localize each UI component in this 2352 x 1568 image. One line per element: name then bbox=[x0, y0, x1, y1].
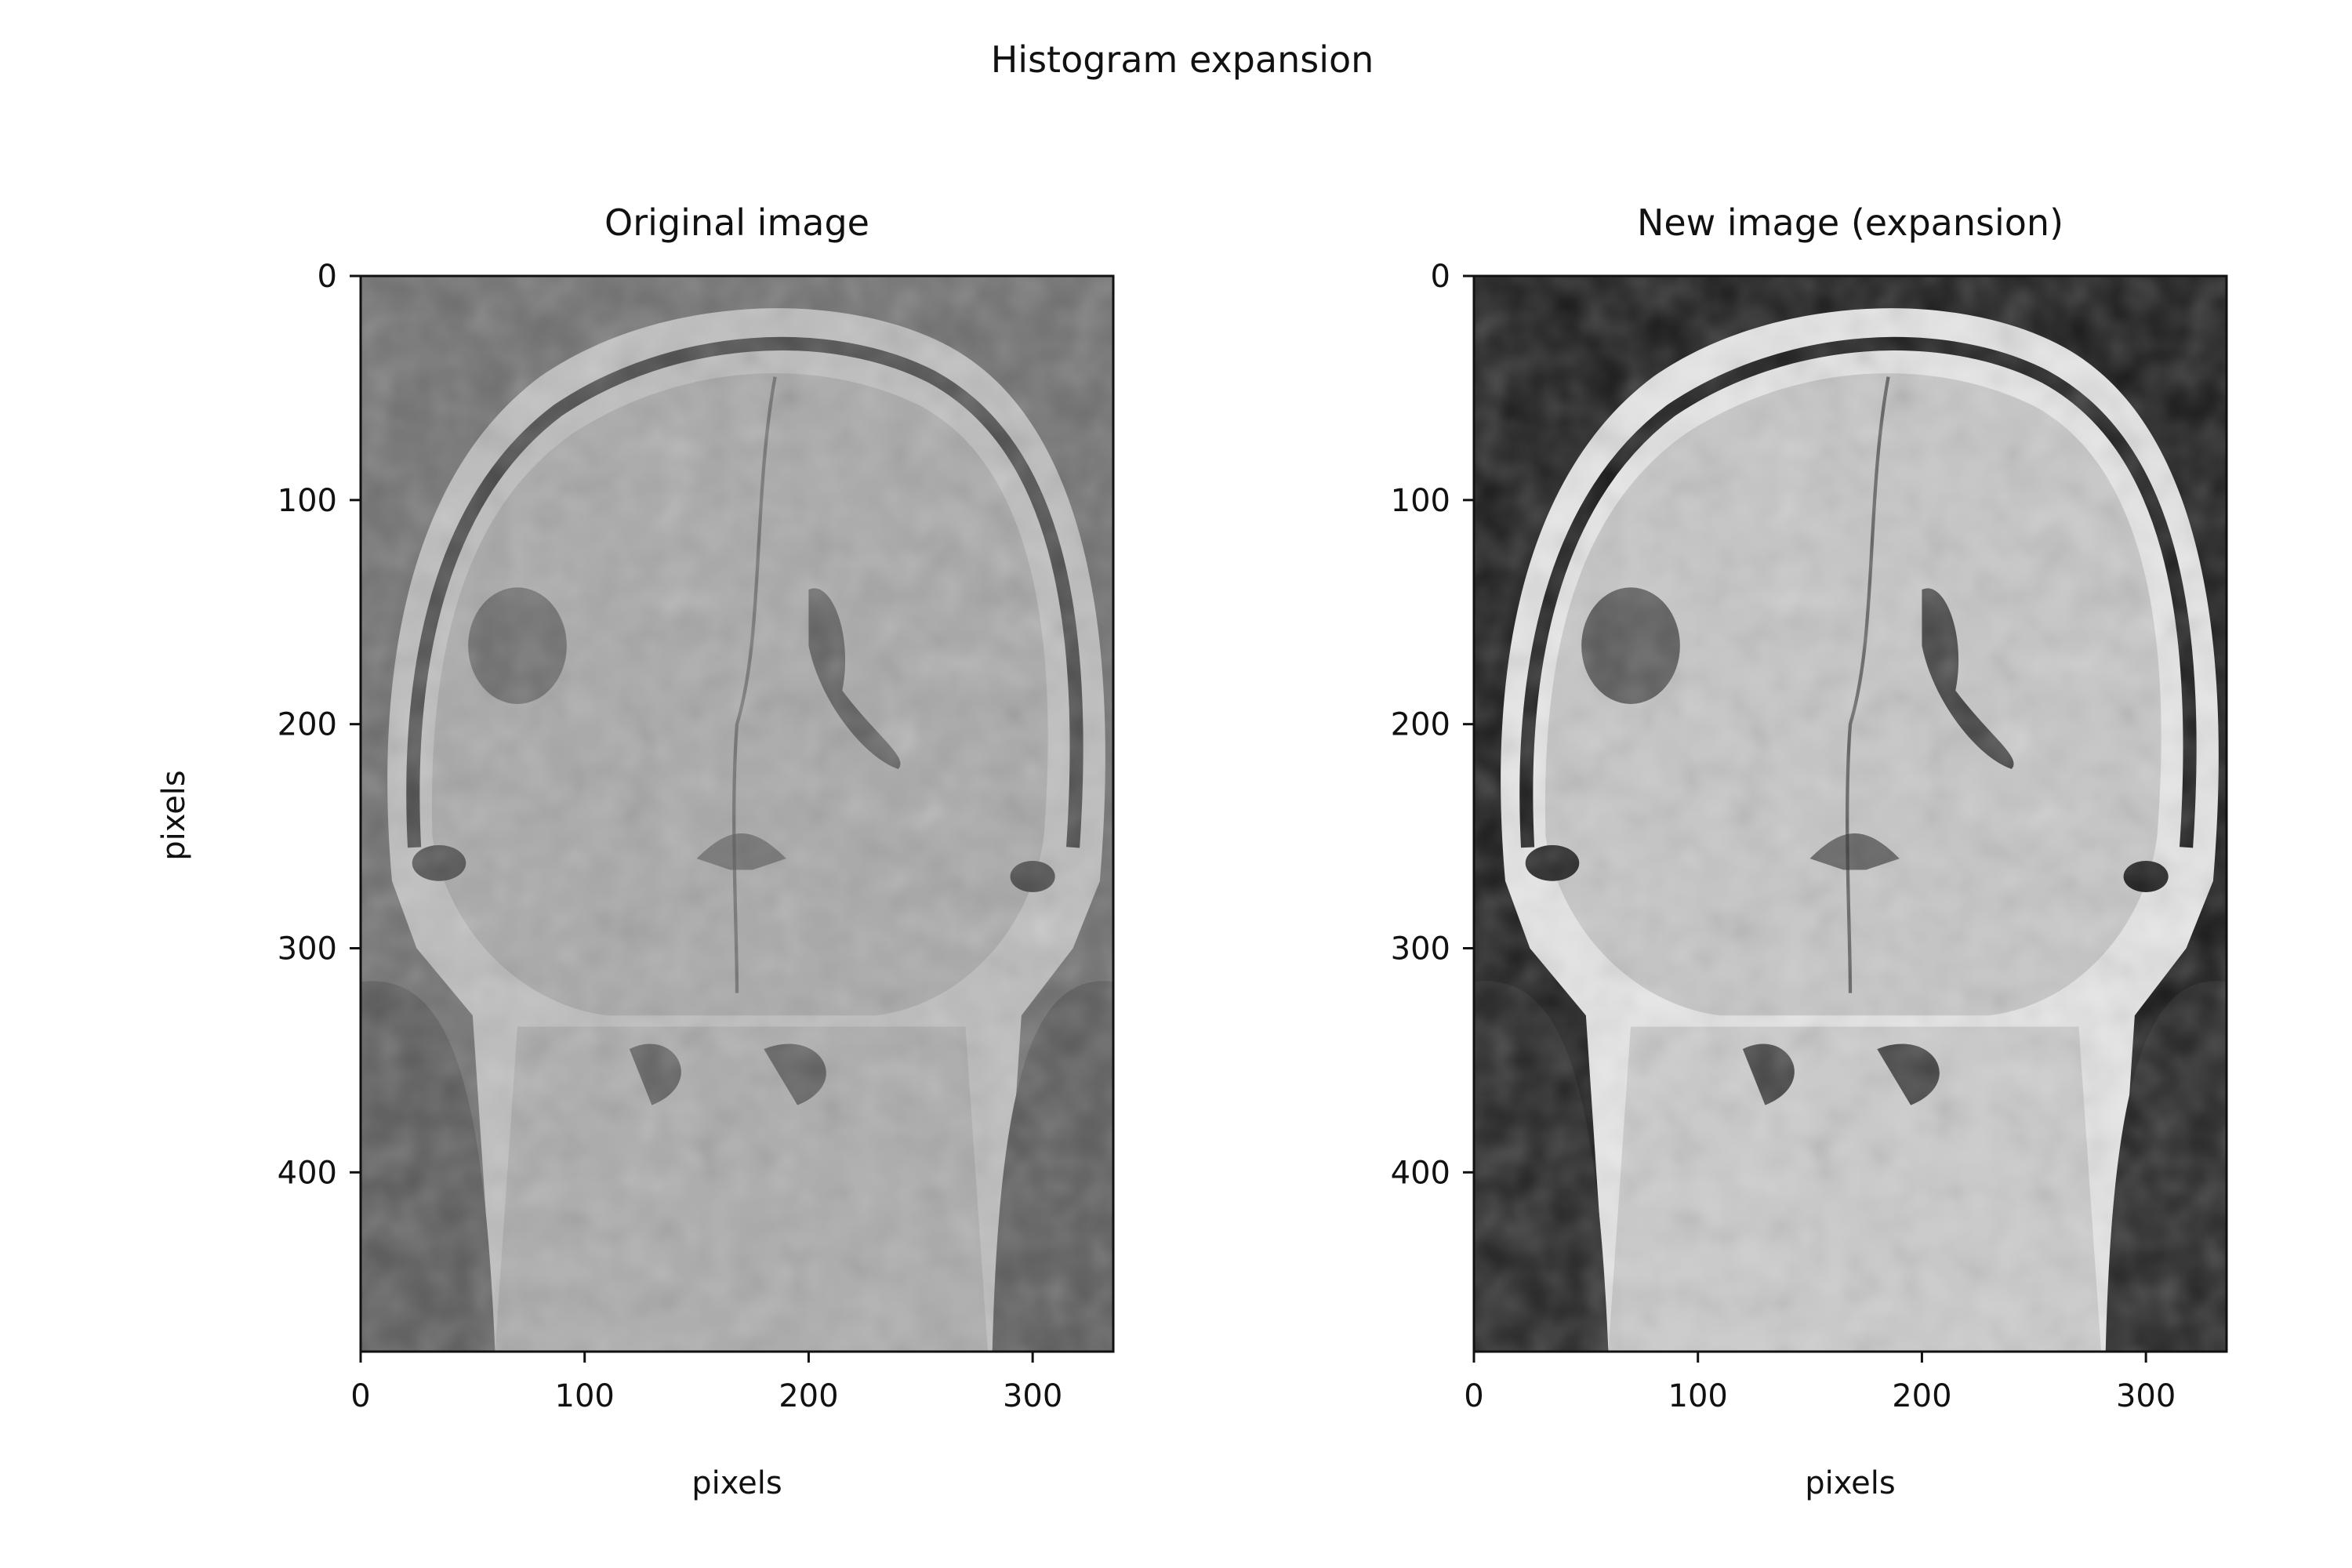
subplot-expansion: New image (expansion) pixels 0 100 200 3000… bbox=[1391, 201, 2228, 1501]
y-tick-label: 300 bbox=[1391, 931, 1450, 967]
x-tick-label: 0 bbox=[1464, 1378, 1483, 1414]
y-tick-label: 200 bbox=[1391, 707, 1450, 743]
y-tick-label: 0 bbox=[1431, 259, 1450, 295]
y-tick-label: 200 bbox=[278, 707, 337, 743]
y-tick-label: 0 bbox=[318, 259, 337, 295]
subplot-title: New image (expansion) bbox=[1637, 201, 2063, 244]
y-tick-label: 100 bbox=[278, 483, 337, 519]
mri-image-expansion bbox=[1474, 276, 2227, 1352]
x-tick-label: 300 bbox=[2116, 1378, 2176, 1414]
subplot-original: Original image pixels pixels 0 100 200 3000… bbox=[156, 201, 1115, 1501]
x-tick-label: 200 bbox=[779, 1378, 838, 1414]
figure-suptitle: Histogram expansion bbox=[991, 38, 1374, 81]
x-axis-label: pixels bbox=[1805, 1465, 1896, 1501]
axis-ticks: 0 100 200 300 0 100 200 300 400 bbox=[1391, 259, 2176, 1414]
image-texture bbox=[361, 276, 1113, 1352]
image-texture bbox=[1474, 276, 2227, 1352]
axes-frame bbox=[359, 274, 1115, 1353]
x-tick-label: 300 bbox=[1003, 1378, 1062, 1414]
y-tick-label: 300 bbox=[278, 931, 337, 967]
axes-frame bbox=[1472, 274, 2228, 1353]
x-tick-label: 100 bbox=[1668, 1378, 1728, 1414]
x-tick-label: 0 bbox=[350, 1378, 370, 1414]
y-tick-label: 400 bbox=[278, 1155, 337, 1191]
subplot-title: Original image bbox=[604, 201, 869, 244]
x-axis-label: pixels bbox=[691, 1465, 782, 1501]
axis-ticks: 0 100 200 300 0 100 200 300 400 bbox=[278, 259, 1063, 1414]
y-axis-label: pixels bbox=[156, 770, 192, 861]
x-tick-label: 100 bbox=[555, 1378, 615, 1414]
x-tick-label: 200 bbox=[1892, 1378, 1951, 1414]
y-tick-label: 100 bbox=[1391, 483, 1450, 519]
mri-image-original bbox=[361, 276, 1113, 1352]
y-tick-label: 400 bbox=[1391, 1155, 1450, 1191]
